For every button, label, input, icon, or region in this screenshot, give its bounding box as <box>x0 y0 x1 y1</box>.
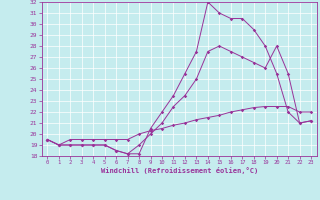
X-axis label: Windchill (Refroidissement éolien,°C): Windchill (Refroidissement éolien,°C) <box>100 167 258 174</box>
